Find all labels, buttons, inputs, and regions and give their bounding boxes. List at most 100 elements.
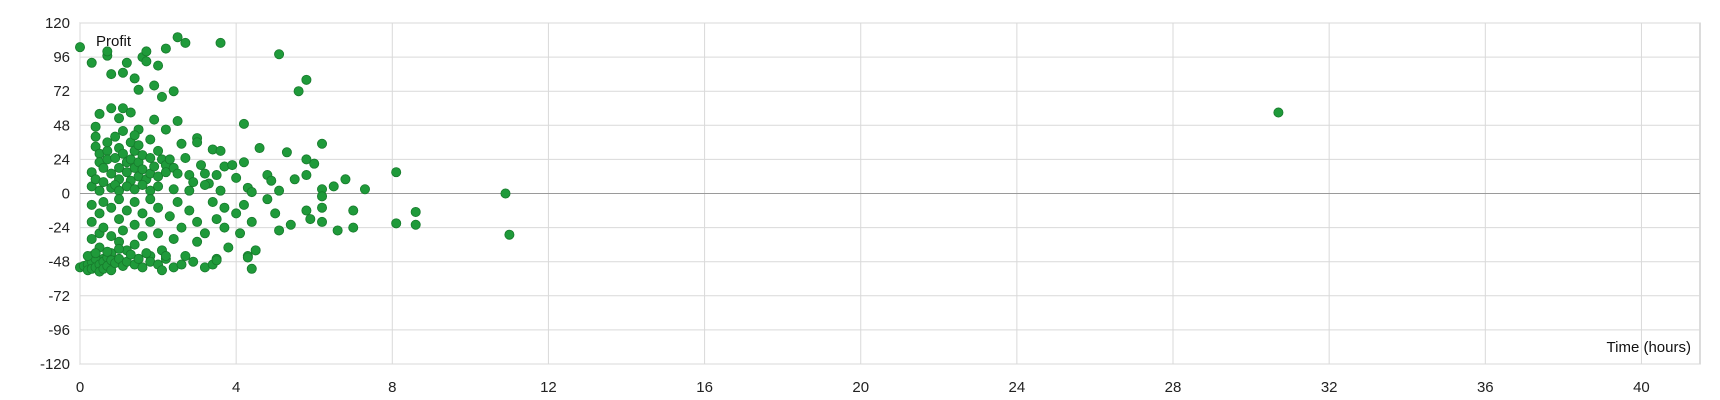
data-point — [231, 172, 242, 183]
data-point — [98, 197, 109, 208]
data-point — [153, 145, 164, 156]
data-point — [192, 216, 203, 227]
data-point — [145, 134, 156, 145]
data-point — [110, 152, 121, 163]
data-point — [176, 259, 187, 270]
data-point — [106, 103, 117, 114]
data-point — [121, 57, 132, 68]
data-point — [137, 164, 148, 175]
data-point — [176, 138, 187, 149]
data-point — [168, 233, 179, 244]
data-point — [153, 181, 164, 192]
data-point — [199, 168, 210, 179]
data-point — [410, 206, 421, 217]
data-point — [207, 197, 218, 208]
y-tick-label: -24 — [48, 220, 70, 237]
data-point — [164, 211, 175, 222]
data-point — [153, 60, 164, 71]
data-point — [196, 160, 207, 171]
data-point — [137, 208, 148, 219]
y-tick-label: 120 — [45, 15, 70, 32]
data-point — [137, 179, 148, 190]
data-point — [129, 130, 140, 141]
data-point — [301, 74, 312, 85]
data-point — [188, 177, 199, 188]
data-point — [117, 148, 128, 159]
data-point — [199, 228, 210, 239]
data-point — [121, 167, 132, 178]
y-tick-label: -120 — [40, 356, 70, 373]
data-point — [90, 121, 101, 132]
data-point — [141, 56, 152, 67]
data-point — [293, 86, 304, 97]
data-point — [149, 161, 160, 172]
data-point — [340, 174, 351, 185]
data-point — [348, 222, 359, 233]
data-point — [242, 252, 253, 263]
data-point — [94, 185, 105, 196]
data-point — [106, 168, 117, 179]
data-point — [317, 191, 328, 202]
x-tick-label: 28 — [1165, 379, 1182, 396]
data-point — [219, 222, 230, 233]
data-point — [102, 246, 113, 257]
data-point — [160, 251, 171, 262]
data-point — [149, 114, 160, 125]
data-point — [102, 137, 113, 148]
data-point — [98, 162, 109, 173]
data-point — [391, 218, 402, 229]
x-tick-label: 4 — [232, 379, 240, 396]
data-point — [188, 256, 199, 267]
data-point — [305, 214, 316, 225]
data-point — [114, 113, 125, 124]
data-point — [114, 194, 125, 205]
data-point — [301, 170, 312, 181]
data-point — [215, 185, 226, 196]
y-tick-label: -72 — [48, 288, 70, 305]
data-point — [114, 214, 125, 225]
data-point — [301, 205, 312, 216]
data-point — [172, 168, 183, 179]
data-point — [211, 170, 222, 181]
data-point — [391, 167, 402, 178]
x-tick-label: 0 — [76, 379, 84, 396]
x-tick-label: 36 — [1477, 379, 1494, 396]
data-point — [156, 91, 167, 102]
data-point — [160, 167, 171, 178]
x-tick-label: 12 — [540, 379, 557, 396]
data-point — [117, 125, 128, 136]
data-point — [168, 184, 179, 195]
data-point — [246, 187, 257, 198]
data-point — [106, 231, 117, 242]
y-tick-label: -48 — [48, 254, 70, 271]
data-point — [266, 175, 277, 186]
data-point — [129, 197, 140, 208]
data-point — [86, 57, 97, 68]
data-point — [274, 225, 285, 236]
data-point — [160, 43, 171, 54]
data-point — [262, 194, 273, 205]
data-point — [238, 157, 249, 168]
x-axis-label: Time (hours) — [1607, 339, 1691, 356]
data-point — [504, 229, 515, 240]
data-point — [180, 251, 191, 262]
data-point — [285, 219, 296, 230]
data-point — [328, 181, 339, 192]
data-point — [223, 242, 234, 253]
data-point — [110, 131, 121, 142]
x-tick-label: 20 — [852, 379, 869, 396]
data-point — [141, 46, 152, 57]
data-point — [250, 245, 261, 256]
data-point — [114, 162, 125, 173]
data-point — [145, 216, 156, 227]
data-point — [219, 202, 230, 213]
data-point — [164, 154, 175, 165]
data-point — [153, 171, 164, 182]
data-point — [215, 37, 226, 48]
data-point — [86, 233, 97, 244]
x-tick-label: 24 — [1009, 379, 1026, 396]
data-point — [102, 145, 113, 156]
data-point — [317, 138, 328, 149]
data-point — [149, 80, 160, 91]
data-point — [184, 205, 195, 216]
